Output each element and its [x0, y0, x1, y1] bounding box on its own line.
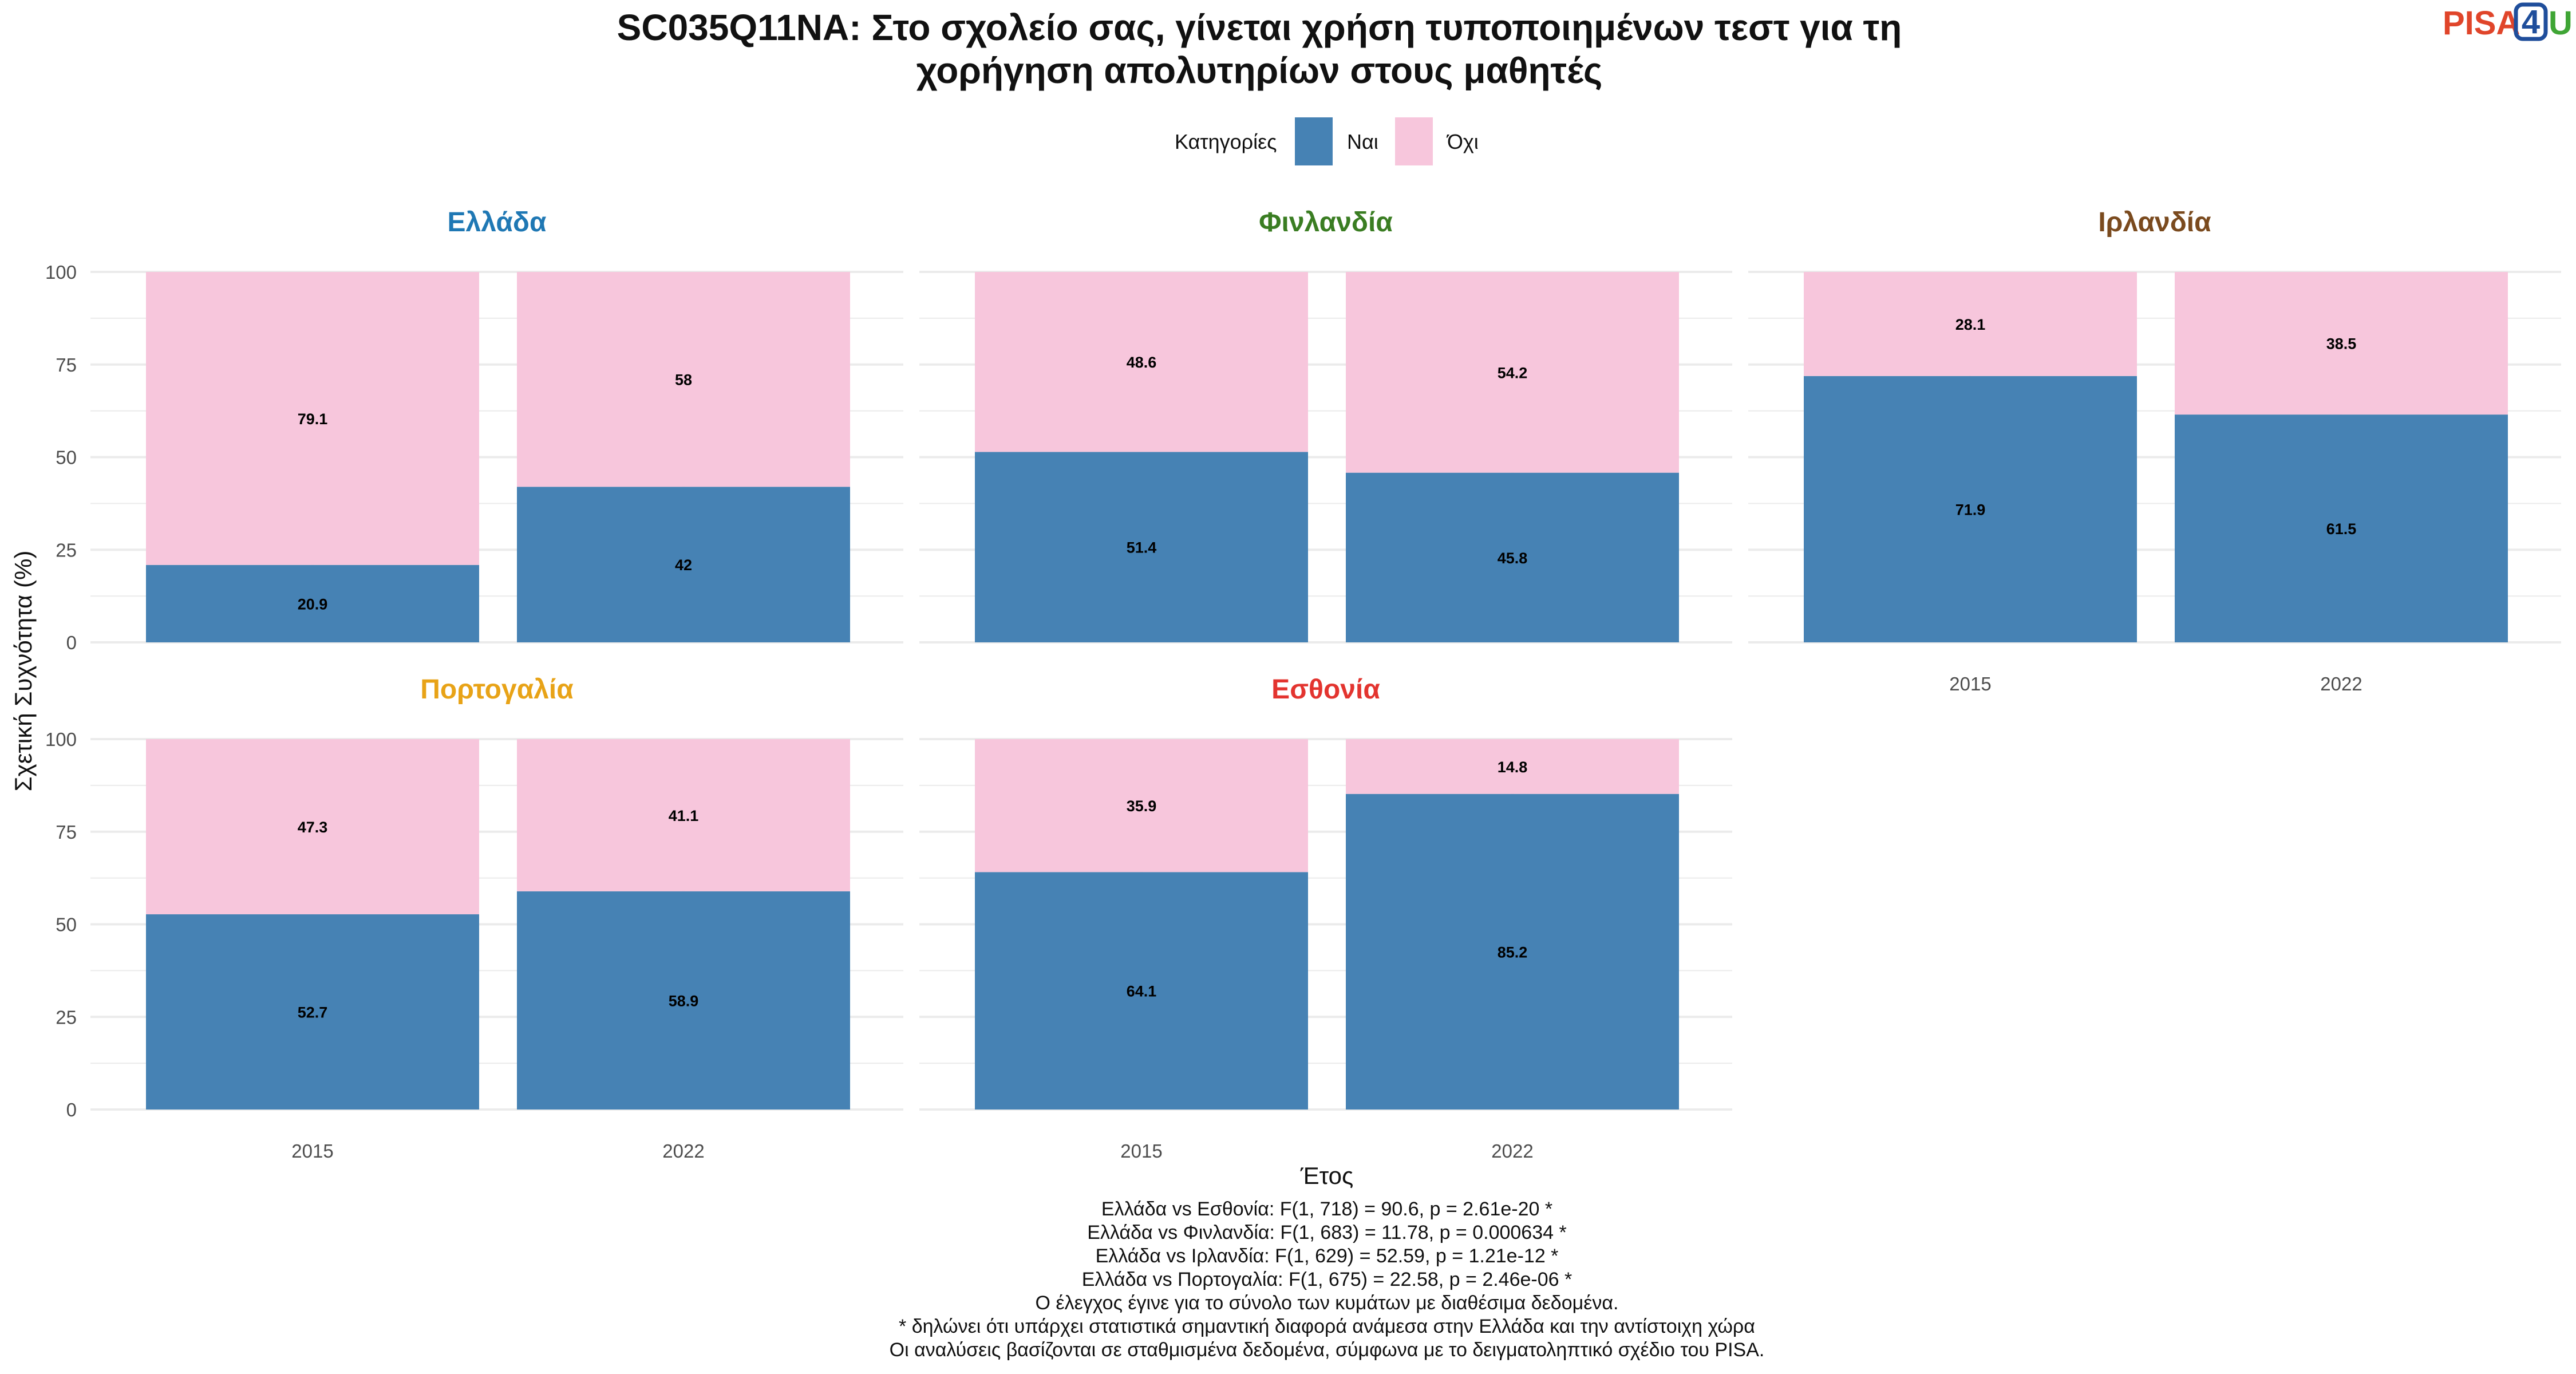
legend-title: Κατηγορίες — [1175, 130, 1277, 153]
y-tick-label: 25 — [56, 1006, 77, 1028]
bar-no-2015 — [146, 739, 479, 915]
footnote-line: Οι αναλύσεις βασίζονται σε σταθμισμένα δ… — [890, 1339, 1765, 1361]
x-tick-label: 2015 — [1949, 673, 1991, 694]
y-axis-title: Σχετική Συχνότητα (%) — [10, 551, 37, 792]
x-axis-title: Έτος — [1300, 1162, 1354, 1189]
bar-yes-2015 — [1804, 376, 2137, 642]
bar-yes-2015 — [146, 564, 479, 642]
bar-yes-2022 — [1346, 793, 1679, 1110]
panel-title: Εσθονία — [1271, 674, 1380, 705]
y-tick-label: 75 — [56, 822, 77, 843]
bar-yes-2022 — [1346, 472, 1679, 642]
bar-no-2015 — [146, 272, 479, 565]
logo-pisa-text: PISA — [2443, 5, 2520, 42]
y-tick-label: 100 — [45, 262, 77, 283]
data-label-yes: 58.9 — [669, 992, 699, 1009]
data-label-yes: 85.2 — [1498, 943, 1528, 961]
bar-no-2022 — [1346, 272, 1679, 473]
facet-panels: Ελλάδα 0 25 50 75 100 20.9 79.1 42 58 Φινλανδία 51.… — [45, 207, 2561, 1162]
logo-u-text: U — [2549, 5, 2573, 42]
chart-title-line-2: χορήγηση απολυτηρίων στους μαθητές — [916, 50, 1603, 91]
footnote-line: Ελλάδα vs Εσθονία: F(1, 718) = 90.6, p =… — [1101, 1198, 1552, 1220]
bar-yes-2022 — [517, 891, 850, 1110]
legend-swatch-yes — [1295, 117, 1333, 165]
chart-title-line-1: SC035Q11NA: Στο σχολείο σας, γίνεται χρή… — [617, 7, 1902, 48]
logo-box — [2514, 2, 2548, 41]
footnote-line: Ελλάδα vs Πορτογαλία: F(1, 675) = 22.58,… — [1082, 1269, 1572, 1290]
x-tick-label: 2022 — [2320, 673, 2362, 694]
panel-title: Ιρλανδία — [2098, 207, 2211, 238]
data-label-no: 38.5 — [2326, 335, 2357, 353]
data-label-yes: 52.7 — [298, 1004, 328, 1021]
bar-no-2015 — [1804, 272, 2137, 376]
panel-5: Εσθονία 64.1 35.9 85.2 14.8 2015 2022 — [919, 674, 1732, 1162]
data-label-no: 41.1 — [669, 807, 699, 824]
data-label-yes: 61.5 — [2326, 520, 2357, 538]
panel-title: Ελλάδα — [448, 207, 547, 238]
pisa4u-logo: PISA 4 U — [2443, 2, 2573, 42]
bar-no-2015 — [975, 272, 1308, 452]
footnote-line: Ελλάδα vs Ιρλανδία: F(1, 629) = 52.59, p… — [1096, 1245, 1559, 1267]
data-label-no: 28.1 — [1955, 316, 1986, 333]
bar-no-2022 — [517, 272, 850, 487]
y-tick-label: 50 — [56, 914, 77, 935]
panel-2: Φινλανδία 51.4 48.6 45.8 54.2 — [919, 207, 1732, 643]
y-tick-label: 25 — [56, 539, 77, 560]
legend-label-no: Όχι — [1446, 130, 1479, 153]
data-label-yes: 51.4 — [1127, 539, 1157, 556]
data-label-yes: 42 — [675, 556, 692, 574]
legend-swatch-no — [1395, 117, 1433, 165]
x-tick-label: 2022 — [662, 1140, 704, 1162]
y-tick-label: 75 — [56, 354, 77, 376]
data-label-no: 35.9 — [1127, 797, 1157, 815]
legend: Κατηγορίες Ναι Όχι — [1175, 117, 1479, 165]
y-tick-label: 100 — [45, 729, 77, 750]
data-label-no: 58 — [675, 372, 692, 389]
bar-yes-2015 — [975, 452, 1308, 642]
data-label-no: 79.1 — [298, 410, 328, 428]
bar-yes-2022 — [2175, 414, 2508, 642]
x-tick-label: 2015 — [1120, 1140, 1162, 1162]
data-label-no: 14.8 — [1498, 759, 1528, 776]
legend-label-yes: Ναι — [1347, 130, 1378, 153]
panel-4: Πορτογαλία 0 25 50 75 100 52.7 47.3 58.9 41.1 2015… — [45, 674, 903, 1162]
x-tick-label: 2015 — [291, 1140, 333, 1162]
data-label-yes: 71.9 — [1955, 501, 1986, 518]
bar-yes-2015 — [975, 872, 1308, 1110]
y-tick-label: 0 — [66, 1099, 77, 1120]
footnote-line: Ελλάδα vs Φινλανδία: F(1, 683) = 11.78, … — [1087, 1222, 1566, 1243]
bar-no-2015 — [975, 739, 1308, 872]
data-label-no: 47.3 — [298, 819, 328, 836]
panel-1: Ελλάδα 0 25 50 75 100 20.9 79.1 42 58 — [45, 207, 903, 653]
data-label-no: 54.2 — [1498, 364, 1528, 381]
bar-yes-2022 — [517, 487, 850, 642]
footnote-line: Ο έλεγχος έγινε για το σύνολο των κυμάτω… — [1036, 1292, 1619, 1314]
data-label-yes: 20.9 — [298, 595, 328, 613]
data-label-yes: 45.8 — [1498, 550, 1528, 567]
y-tick-label: 0 — [66, 632, 77, 653]
x-tick-label: 2022 — [1491, 1140, 1533, 1162]
footnotes: Ελλάδα vs Εσθονία: F(1, 718) = 90.6, p =… — [890, 1198, 1765, 1361]
panel-title: Φινλανδία — [1259, 207, 1393, 238]
data-label-yes: 64.1 — [1127, 983, 1157, 1000]
panel-3: Ιρλανδία 71.9 28.1 61.5 38.5 2015 2022 — [1748, 207, 2561, 694]
data-label-no: 48.6 — [1127, 354, 1157, 371]
bar-no-2022 — [1346, 739, 1679, 794]
bar-yes-2015 — [146, 914, 479, 1110]
y-tick-label: 50 — [56, 447, 77, 468]
footnote-line: * δηλώνει ότι υπάρχει στατιστικά σημαντι… — [899, 1316, 1755, 1337]
bar-no-2022 — [517, 739, 850, 891]
bar-no-2022 — [2175, 272, 2508, 415]
panel-title: Πορτογαλία — [420, 674, 574, 705]
logo-number: 4 — [2522, 3, 2540, 41]
